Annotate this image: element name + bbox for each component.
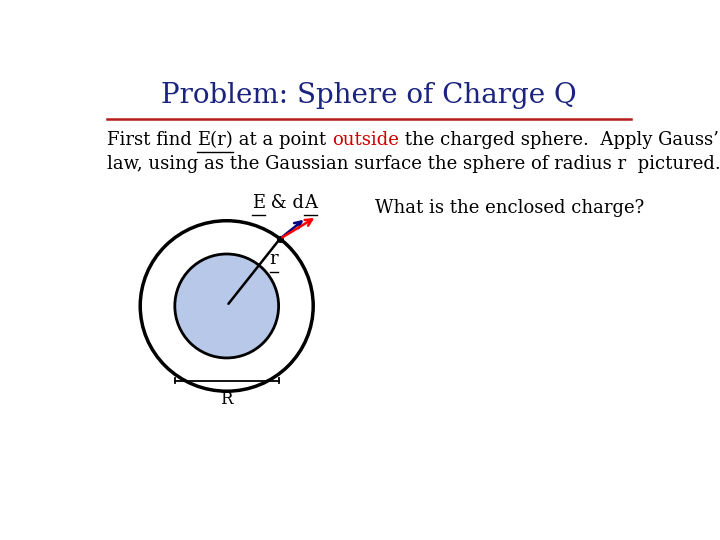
Text: at a point: at a point bbox=[233, 131, 332, 149]
Text: Problem: Sphere of Charge Q: Problem: Sphere of Charge Q bbox=[161, 83, 577, 110]
Text: E: E bbox=[252, 194, 265, 212]
Text: r: r bbox=[270, 251, 279, 268]
Text: law, using as the Gaussian surface the sphere of radius r  pictured.: law, using as the Gaussian surface the s… bbox=[107, 155, 720, 173]
Text: A: A bbox=[304, 194, 318, 212]
Text: What is the enclosed charge?: What is the enclosed charge? bbox=[374, 199, 644, 217]
Text: outside: outside bbox=[332, 131, 399, 149]
Text: the charged sphere.  Apply Gauss’s: the charged sphere. Apply Gauss’s bbox=[399, 131, 720, 149]
Text: E(r): E(r) bbox=[197, 131, 233, 149]
Ellipse shape bbox=[175, 254, 279, 358]
Text: & d: & d bbox=[265, 194, 304, 212]
Text: R: R bbox=[220, 391, 233, 408]
Text: First find: First find bbox=[107, 131, 197, 149]
